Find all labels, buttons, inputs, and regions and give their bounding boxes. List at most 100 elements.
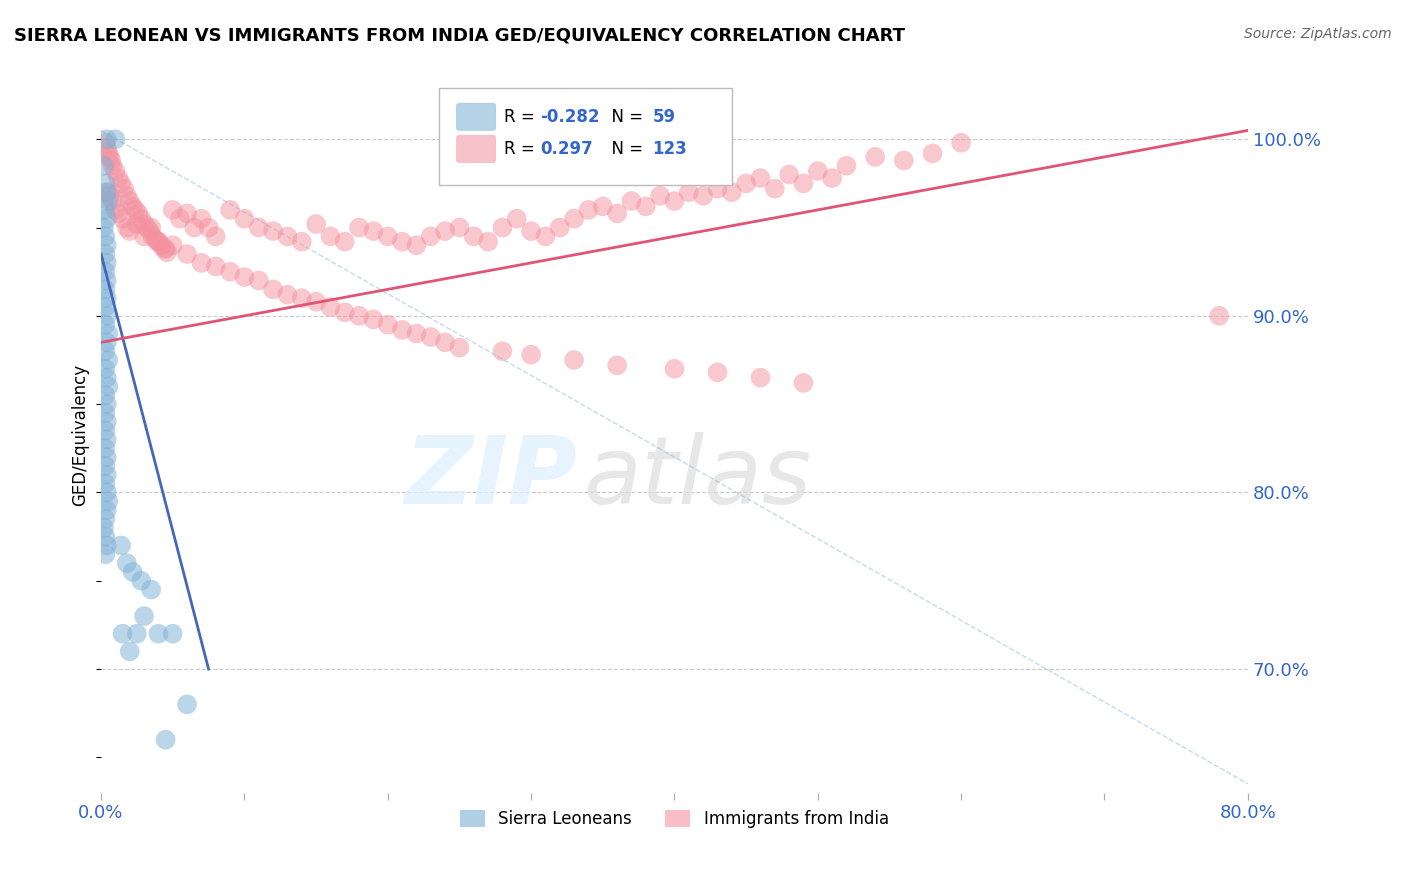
Point [391, 323, 413, 337]
Point [162, 202, 184, 217]
Point [107, 171, 129, 186]
Point [449, 220, 471, 235]
Point [141, 220, 163, 235]
Y-axis label: GED/Equivalency: GED/Equivalency [72, 364, 89, 506]
Point [692, 188, 714, 202]
Point [169, 211, 191, 226]
Point [678, 186, 700, 200]
Point [333, 305, 356, 319]
Text: atlas: atlas [582, 433, 811, 524]
Point [176, 698, 198, 712]
Point [434, 224, 457, 238]
Point [706, 182, 728, 196]
Point [94, 406, 117, 420]
Point [491, 220, 513, 235]
Point [592, 199, 614, 213]
Point [115, 188, 138, 202]
Point [363, 224, 385, 238]
Point [96, 450, 118, 464]
Point [93, 159, 115, 173]
Point [129, 574, 152, 588]
Point [606, 206, 628, 220]
Point [506, 211, 529, 226]
Point [135, 220, 157, 235]
Point [112, 182, 135, 196]
Point [664, 194, 686, 208]
Point [94, 476, 117, 491]
Point [104, 132, 127, 146]
Point [463, 229, 485, 244]
Point [247, 220, 270, 235]
Point [125, 217, 148, 231]
Point [118, 644, 141, 658]
Point [247, 273, 270, 287]
Text: 123: 123 [652, 140, 688, 158]
Point [562, 211, 585, 226]
Point [405, 326, 427, 341]
Point [94, 136, 117, 150]
Point [162, 238, 184, 252]
Point [921, 146, 943, 161]
Point [142, 229, 165, 244]
Point [176, 247, 198, 261]
Point [94, 388, 117, 402]
Point [96, 238, 118, 252]
Point [96, 538, 118, 552]
Point [347, 309, 370, 323]
Point [145, 233, 167, 247]
Point [96, 273, 118, 287]
Point [291, 291, 314, 305]
Text: 59: 59 [652, 108, 676, 126]
Point [93, 220, 115, 235]
Point [94, 282, 117, 296]
FancyBboxPatch shape [439, 88, 731, 185]
Point [792, 376, 814, 390]
Point [419, 229, 441, 244]
Point [391, 235, 413, 249]
Point [319, 300, 342, 314]
Point [129, 211, 152, 226]
Point [821, 171, 844, 186]
Point [94, 344, 117, 359]
Point [562, 353, 585, 368]
Point [94, 229, 117, 244]
Point [219, 202, 242, 217]
Point [648, 188, 671, 202]
Text: SIERRA LEONEAN VS IMMIGRANTS FROM INDIA GED/EQUIVALENCY CORRELATION CHART: SIERRA LEONEAN VS IMMIGRANTS FROM INDIA … [14, 27, 905, 45]
Point [190, 256, 212, 270]
Point [97, 353, 120, 368]
Point [118, 224, 141, 238]
Point [107, 206, 129, 220]
Point [94, 361, 117, 376]
Point [148, 235, 170, 249]
Point [434, 335, 457, 350]
Text: N =: N = [600, 108, 648, 126]
Point [449, 341, 471, 355]
Point [219, 265, 242, 279]
Point [262, 282, 284, 296]
Point [100, 153, 122, 168]
Point [125, 626, 148, 640]
Point [491, 344, 513, 359]
Text: N =: N = [600, 140, 648, 158]
FancyBboxPatch shape [457, 103, 495, 130]
Point [96, 433, 118, 447]
Point [520, 348, 543, 362]
Point [419, 330, 441, 344]
Point [94, 512, 117, 526]
Point [807, 164, 830, 178]
Point [1208, 309, 1230, 323]
Point [97, 146, 120, 161]
Point [94, 265, 117, 279]
Point [94, 442, 117, 456]
Point [204, 229, 226, 244]
Point [176, 206, 198, 220]
Text: R =: R = [503, 108, 540, 126]
Point [139, 224, 162, 238]
Point [96, 415, 118, 429]
Point [94, 202, 117, 217]
Point [634, 199, 657, 213]
Point [377, 229, 399, 244]
Point [749, 370, 772, 384]
FancyBboxPatch shape [457, 136, 495, 162]
